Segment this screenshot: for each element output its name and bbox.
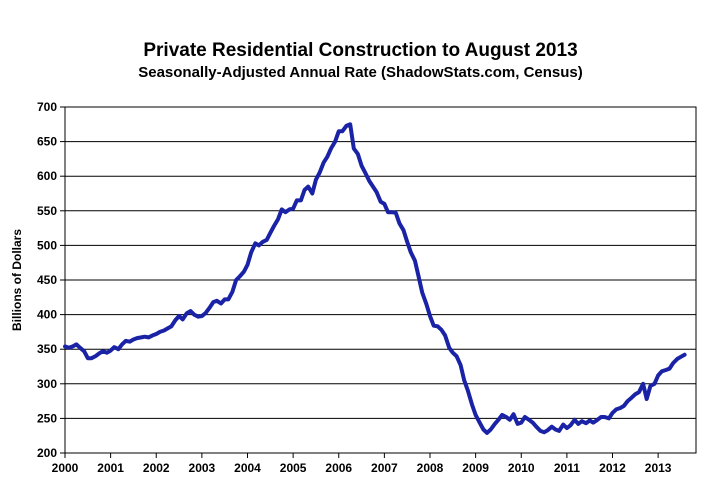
x-tick-label: 2008 (417, 461, 444, 475)
x-tick-label: 2007 (371, 461, 398, 475)
x-tick-label: 2011 (554, 461, 580, 475)
y-tick-label: 650 (37, 135, 57, 149)
x-tick-label: 2006 (325, 461, 352, 475)
x-tick-label: 2009 (462, 461, 489, 475)
y-tick-label: 350 (37, 342, 57, 356)
x-tick-label: 2010 (508, 461, 535, 475)
x-tick-label: 2002 (143, 461, 170, 475)
y-axis: 200 250 300 350 400 450 500 550 600 650 700 (37, 100, 65, 460)
x-tick-label: 2001 (97, 461, 124, 475)
x-tick-label: 2003 (189, 461, 216, 475)
y-tick-label: 200 (37, 446, 57, 460)
y-axis-label: Billions of Dollars (10, 229, 24, 331)
chart-title: Private Residential Construction to Augu… (143, 40, 578, 61)
y-tick-label: 550 (37, 204, 57, 218)
x-tick-label: 2013 (645, 461, 672, 475)
x-tick-label: 2012 (599, 461, 626, 475)
y-tick-label: 250 (37, 411, 57, 425)
series-line (63, 122, 687, 435)
x-axis: 2000 2001 2002 2003 2004 2005 2006 2007 2008 2009… (52, 453, 672, 475)
x-tick-label: 2004 (234, 461, 261, 475)
y-tick-label: 300 (37, 377, 57, 391)
y-tick-label: 600 (37, 169, 57, 183)
x-tick-label: 2000 (52, 461, 79, 475)
y-tick-label: 500 (37, 238, 57, 252)
x-tick-label: 2005 (280, 461, 307, 475)
y-tick-label: 450 (37, 273, 57, 287)
grid-lines (65, 141, 696, 419)
y-tick-label: 400 (37, 308, 57, 322)
y-tick-label: 700 (37, 100, 57, 114)
chart-subtitle: Seasonally-Adjusted Annual Rate (ShadowS… (138, 64, 583, 81)
